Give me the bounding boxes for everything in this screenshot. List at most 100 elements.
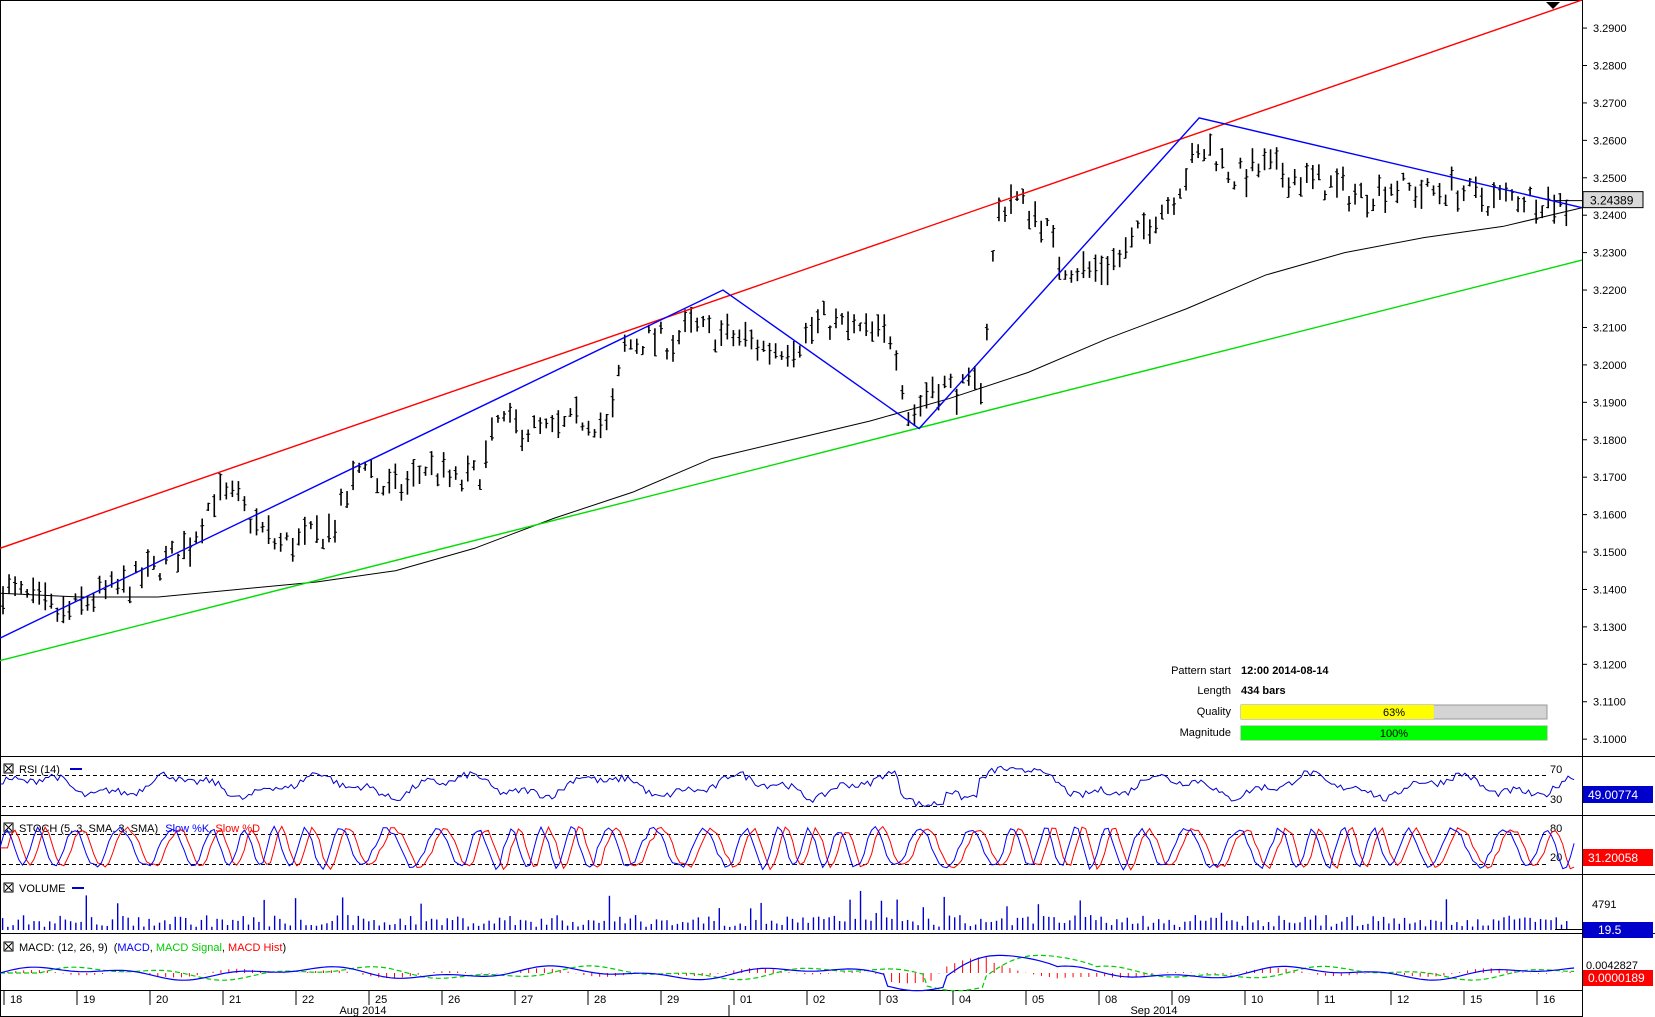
price-tick-label: 3.1700	[1593, 472, 1627, 484]
macd-value-box	[1583, 970, 1653, 986]
price-tick-label: 3.1200	[1593, 659, 1627, 671]
rsi-level-30-label: 30	[1550, 794, 1562, 806]
price-tick-label: 3.1300	[1593, 622, 1627, 634]
macd-tick-label: 0.0042827	[1586, 960, 1638, 972]
volume-value-box	[1583, 922, 1653, 938]
pattern-info-box: Pattern start 12:00 2014-08-14 Length 43…	[1171, 665, 1548, 741]
volume-tick-label: 4791	[1592, 899, 1616, 911]
rsi-panel: RSI (14) 70 30 49.00774	[0, 763, 1653, 808]
stoch-level-20-label: 20	[1550, 852, 1562, 864]
length-value: 434 bars	[1241, 685, 1286, 697]
quality-label: Quality	[1197, 706, 1232, 718]
day-label: 10	[1251, 994, 1263, 1006]
volume-panel: VOLUME 4791 19.5	[1, 882, 1653, 938]
stoch-slow-k-line	[0, 825, 1575, 871]
day-label: 12	[1397, 994, 1409, 1006]
day-label: 19	[83, 994, 95, 1006]
price-tick-label: 3.1400	[1593, 584, 1627, 596]
macd-legend-macd: MACD	[117, 942, 149, 954]
stoch-legend-k: Slow %K	[165, 823, 210, 835]
day-label: 29	[667, 994, 679, 1006]
price-tick-label: 3.2800	[1593, 60, 1627, 72]
time-axis: 18 19 20 21 22 25 26 27 28 29 01 02 03 04 05 08 09 10 11 12…	[3, 991, 1555, 1017]
svg-text:MACD: (12, 26, 9) (MACD,: MACD: (12, 26, 9) (MACD, MACD Signal, MA…	[19, 942, 286, 954]
month-label: Sep 2014	[1130, 1005, 1177, 1017]
magnitude-value: 100%	[1380, 728, 1408, 740]
pattern-start-label: Pattern start	[1171, 665, 1231, 677]
macd-legend-hist: MACD Hist	[228, 942, 282, 954]
stoch-level-80-label: 80	[1550, 823, 1562, 835]
quality-value: 63%	[1383, 707, 1405, 719]
price-tick-label: 3.2400	[1593, 210, 1627, 222]
day-label: 01	[740, 994, 752, 1006]
day-label: 27	[521, 994, 533, 1006]
price-axis: 3.2900 3.2800 3.2700 3.2600 3.2500 3.2400 3.23…	[1582, 23, 1627, 746]
macd-legend-signal: MACD Signal	[156, 942, 222, 954]
volume-title: VOLUME	[19, 883, 65, 895]
day-label: 18	[10, 994, 22, 1006]
day-label: 09	[1178, 994, 1190, 1006]
volume-value-label: 19.5	[1598, 923, 1622, 937]
quality-bar-fill	[1241, 705, 1434, 719]
day-label: 22	[302, 994, 314, 1006]
stoch-legend-d: Slow %D	[215, 823, 260, 835]
day-label: 26	[448, 994, 460, 1006]
day-label: 28	[594, 994, 606, 1006]
magnitude-bar-fill	[1241, 726, 1547, 740]
day-label: 16	[1543, 994, 1555, 1006]
current-price-marker: 3.24389	[1555, 191, 1644, 209]
day-label: 20	[156, 994, 168, 1006]
day-label: 11	[1324, 994, 1335, 1006]
channel-upper-line	[0, 0, 1583, 549]
price-tick-label: 3.2000	[1593, 360, 1627, 372]
moving-average-line	[0, 207, 1583, 598]
pattern-start-value: 12:00 2014-08-14	[1241, 665, 1329, 677]
price-tick-label: 3.1600	[1593, 510, 1627, 522]
price-tick-label: 3.1900	[1593, 397, 1627, 409]
stoch-slow-d-line	[0, 825, 1575, 871]
price-tick-label: 3.2600	[1593, 135, 1627, 147]
day-label: 21	[229, 994, 241, 1006]
day-label: 05	[1032, 994, 1044, 1006]
day-label: 02	[813, 994, 825, 1006]
month-label: Aug 2014	[339, 1005, 386, 1017]
current-price-label: 3.24389	[1590, 194, 1634, 208]
macd-title: MACD: (12, 26, 9)	[19, 942, 108, 954]
macd-line	[0, 954, 1575, 992]
rsi-title: RSI (14)	[19, 764, 60, 776]
price-bars	[1, 133, 1569, 624]
pattern-end-marker-icon	[1546, 2, 1560, 9]
price-tick-label: 3.1500	[1593, 547, 1627, 559]
price-tick-label: 3.1100	[1593, 697, 1626, 709]
macd-value-label: 0.0000189	[1588, 971, 1645, 985]
price-tick-label: 3.2300	[1593, 248, 1627, 260]
channel-lower-line	[0, 259, 1583, 662]
pattern-zigzag-line	[0, 117, 1583, 639]
volume-bars	[1, 890, 1568, 930]
length-label: Length	[1197, 685, 1231, 697]
stoch-value-box	[1583, 849, 1653, 866]
day-label: 15	[1470, 994, 1482, 1006]
stoch-panel: STOCH (5, 3, SMA, 3, SMA) Slow %K, Slow …	[0, 822, 1653, 871]
price-tick-label: 3.2100	[1593, 322, 1627, 334]
day-label: 04	[959, 994, 971, 1006]
stoch-value-label: 31.20058	[1588, 851, 1638, 865]
price-tick-label: 3.1800	[1593, 435, 1627, 447]
svg-text:STOCH (5, 3, SMA, 3, SMA): STOCH (5, 3, SMA, 3, SMA) Slow %K, Slow …	[19, 823, 260, 835]
rsi-level-70-label: 70	[1550, 764, 1562, 776]
price-tick-label: 3.1000	[1593, 734, 1627, 746]
macd-histogram	[7, 957, 1571, 984]
price-tick-label: 3.2700	[1593, 98, 1627, 110]
magnitude-label: Magnitude	[1180, 727, 1231, 739]
rsi-line	[0, 765, 1575, 808]
day-label: 25	[375, 994, 387, 1006]
day-label: 08	[1105, 994, 1117, 1006]
macd-panel: MACD: (12, 26, 9) (MACD, MACD Signal, MA…	[0, 941, 1653, 992]
price-tick-label: 3.2500	[1593, 173, 1627, 185]
rsi-value-box	[1583, 786, 1653, 803]
price-tick-label: 3.2200	[1593, 285, 1627, 297]
price-tick-label: 3.2900	[1593, 23, 1627, 35]
stoch-title: STOCH (5, 3, SMA, 3, SMA)	[19, 823, 158, 835]
rsi-value-label: 49.00774	[1588, 788, 1638, 802]
